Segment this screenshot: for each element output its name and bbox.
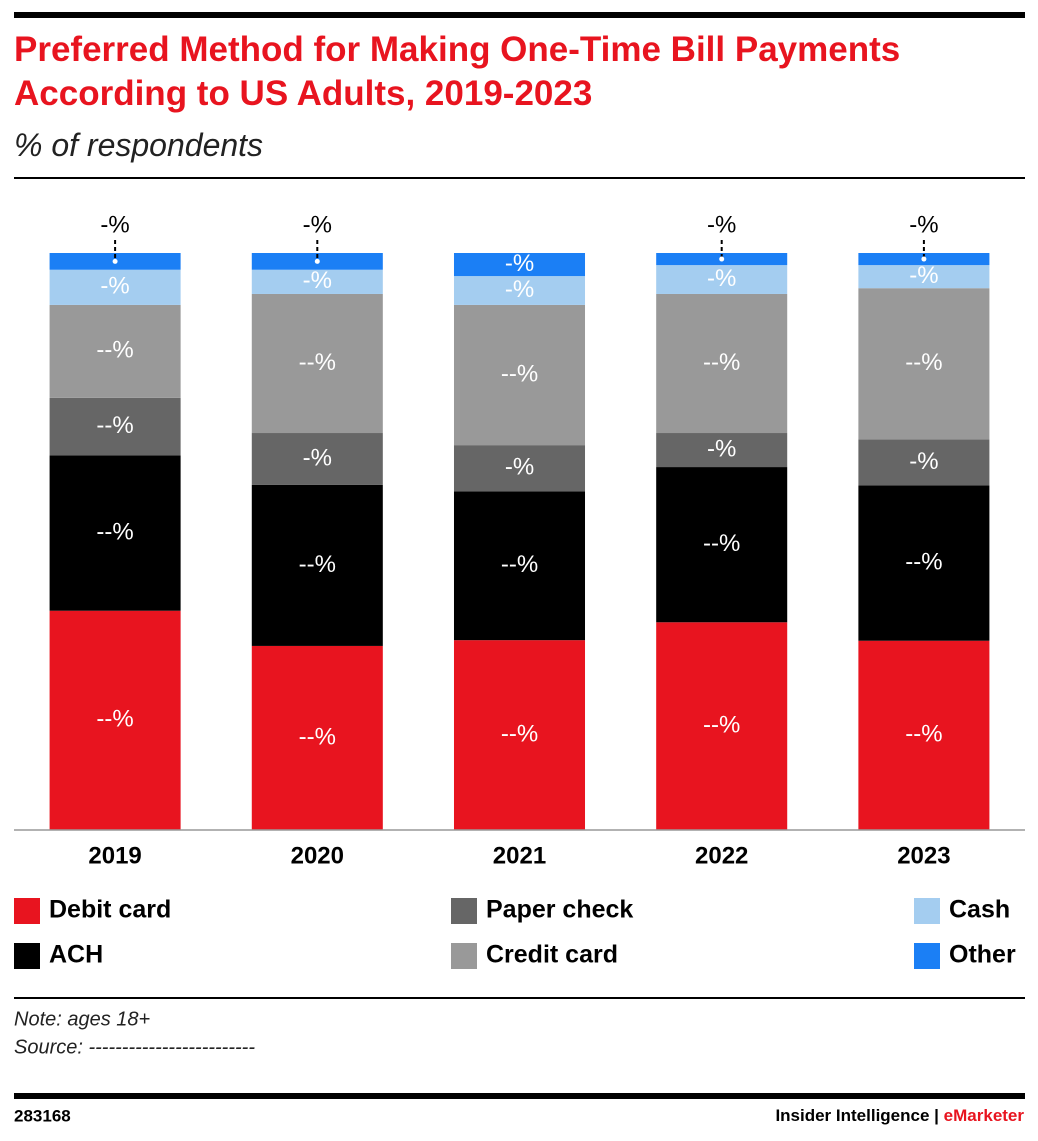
credit-publisher: Insider Intelligence	[775, 1106, 929, 1125]
bar-segment	[656, 433, 788, 468]
legend-swatch	[914, 898, 940, 924]
x-tick-label: 2023	[897, 842, 950, 869]
data-label: --%	[299, 349, 336, 376]
bar-segment	[453, 491, 586, 641]
bar-segment	[251, 645, 383, 830]
legend-label: Debit card	[49, 896, 171, 924]
legend-label: Cash	[949, 896, 1010, 924]
bar-segment	[49, 304, 181, 398]
bar-segment	[858, 288, 990, 440]
legend-swatch	[14, 898, 40, 924]
data-label: -%	[100, 211, 129, 238]
data-label: --%	[703, 711, 740, 738]
chart-id: 283168	[14, 1106, 71, 1125]
bar-segment	[251, 269, 383, 294]
leader-dot	[112, 258, 118, 264]
credit-separator: |	[934, 1106, 939, 1125]
x-tick-label: 2019	[88, 842, 141, 869]
data-label: -%	[100, 273, 129, 300]
data-label: --%	[905, 721, 942, 748]
bar-segment	[251, 293, 383, 434]
data-label: --%	[96, 337, 133, 364]
data-label: -%	[707, 211, 736, 238]
bar-segment	[858, 439, 990, 486]
data-label: --%	[501, 720, 538, 747]
bar-segment	[656, 467, 788, 623]
bar-segment	[453, 304, 586, 446]
bar-segment	[858, 265, 990, 289]
credit: Insider Intelligence | eMarketer	[775, 1106, 1024, 1125]
top-rule	[14, 12, 1025, 18]
data-label: --%	[905, 349, 942, 376]
data-label: -%	[909, 262, 938, 289]
data-label: -%	[909, 211, 938, 238]
bar-segment	[49, 455, 181, 611]
header-rule	[14, 177, 1025, 179]
legend-label: ACH	[49, 941, 103, 969]
data-label: --%	[703, 349, 740, 376]
data-label: --%	[501, 360, 538, 387]
leader-dot	[719, 256, 725, 262]
bar-segment	[251, 433, 383, 485]
bottom-rule	[14, 1093, 1025, 1099]
data-label: --%	[299, 551, 336, 578]
footer-rule	[14, 997, 1025, 999]
bar-segment	[453, 276, 586, 305]
data-label: --%	[96, 412, 133, 439]
x-tick-label: 2022	[695, 842, 748, 869]
x-tick-label: 2021	[493, 842, 546, 869]
legend-swatch	[14, 943, 40, 969]
legend-label: Credit card	[486, 941, 618, 969]
bar-segment	[858, 485, 990, 641]
data-label: --%	[905, 548, 942, 575]
bar-segment	[49, 610, 181, 830]
data-label: --%	[501, 551, 538, 578]
bar-segment	[453, 253, 586, 277]
data-label: -%	[505, 454, 534, 481]
bar-segment	[49, 397, 181, 456]
data-label: -%	[505, 276, 534, 303]
data-label: --%	[96, 706, 133, 733]
x-tick-label: 2020	[291, 842, 344, 869]
legend-swatch	[451, 943, 477, 969]
data-label: -%	[303, 267, 332, 294]
legend-label: Other	[949, 941, 1016, 969]
source: Source: -------------------------	[14, 1036, 255, 1058]
legend-label: Paper check	[486, 896, 633, 924]
leader-dot	[921, 256, 927, 262]
data-label: -%	[303, 444, 332, 471]
credit-product: eMarketer	[944, 1106, 1025, 1125]
bar-segment	[656, 622, 788, 830]
bar-segment	[656, 265, 788, 294]
bar-segment	[453, 640, 586, 830]
legend-swatch	[451, 898, 477, 924]
bar-segment	[858, 640, 990, 830]
data-label: -%	[707, 265, 736, 292]
leader-dot	[314, 258, 320, 264]
note: Note: ages 18+	[14, 1008, 150, 1030]
data-label: --%	[703, 530, 740, 557]
data-label: -%	[707, 435, 736, 462]
chart-title: Preferred Method for Making One-Time Bil…	[14, 30, 901, 113]
bar-segment	[453, 445, 586, 492]
data-label: -%	[909, 448, 938, 475]
data-label: --%	[299, 723, 336, 750]
bar-segment	[251, 484, 383, 646]
data-label: -%	[505, 250, 534, 277]
data-label: -%	[303, 211, 332, 238]
data-label: --%	[96, 518, 133, 545]
legend-swatch	[914, 943, 940, 969]
bar-segment	[49, 269, 181, 305]
bar-segment	[656, 293, 788, 434]
chart-subtitle: % of respondents	[14, 127, 264, 163]
